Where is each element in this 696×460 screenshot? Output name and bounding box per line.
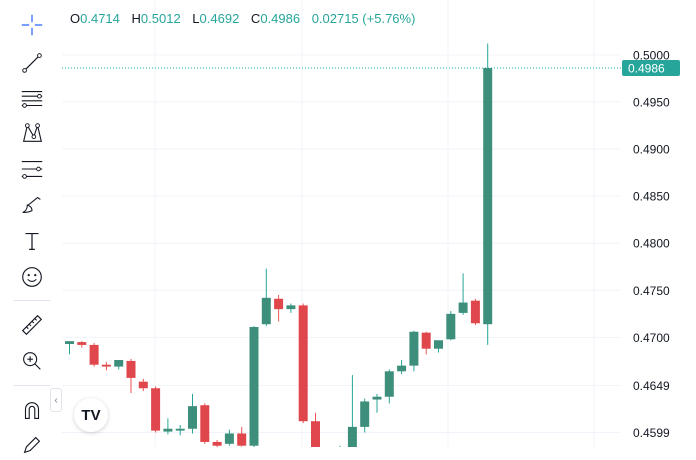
candle-body: [224, 433, 234, 444]
price-tick-label: 0.4950: [633, 95, 670, 109]
candle-body: [114, 360, 124, 367]
price-tick-label: 0.4800: [633, 237, 670, 251]
prediction-icon[interactable]: [12, 154, 52, 184]
price-tick-label: 0.4649: [633, 379, 670, 393]
pattern-icon[interactable]: [12, 118, 52, 148]
candle-body: [347, 426, 357, 447]
toolbar-divider: [14, 300, 50, 301]
candle-body: [384, 371, 394, 397]
candle-body: [200, 405, 210, 442]
open-value: 0.4714: [80, 11, 120, 26]
price-tick-label: 0.4700: [633, 331, 670, 345]
magnet-icon[interactable]: [12, 396, 52, 426]
candle-body: [65, 341, 74, 344]
candle-body: [151, 388, 161, 431]
candle-body: [372, 396, 382, 400]
price-tick-label: 0.5000: [633, 48, 670, 62]
ohlc-legend: O0.4714 H0.5012 L0.4692 C0.4986 0.02715 …: [70, 11, 415, 26]
close-value: 0.4986: [260, 11, 301, 26]
candle-body: [274, 298, 284, 310]
low-label: L: [192, 11, 200, 26]
price-tick-label: 0.4850: [633, 190, 670, 204]
candle-body: [77, 342, 87, 345]
price-tick-label: 0.4750: [633, 284, 670, 298]
candlestick-chart[interactable]: 0.5000 0.4950 0.4900 0.4850 0.4800 0.4750 0.47…: [62, 0, 696, 447]
text-icon[interactable]: [12, 226, 52, 256]
chevron-left-icon: ‹: [54, 394, 58, 406]
candle-body: [311, 421, 320, 447]
candle-body: [163, 428, 173, 432]
candle-body: [89, 344, 99, 365]
candle-body: [175, 428, 185, 431]
price-tick-label: 0.4900: [633, 143, 670, 157]
close-label: C: [250, 11, 261, 26]
candle-body: [286, 305, 296, 310]
candle-body: [483, 68, 493, 325]
drawing-toolbar: ‹: [0, 0, 62, 454]
candle-body: [421, 332, 431, 349]
candle-body: [458, 302, 468, 313]
candle-body: [249, 327, 259, 446]
candle-body: [434, 340, 443, 349]
collapse-toolbar-button[interactable]: ‹: [50, 388, 62, 412]
brush-icon[interactable]: [12, 190, 52, 220]
crosshair-icon[interactable]: [12, 10, 52, 40]
candle-body: [409, 331, 419, 366]
zoom-in-icon[interactable]: [12, 346, 52, 376]
current-price-label: 0.4986: [628, 62, 665, 76]
high-value: 0.5012: [140, 11, 181, 26]
ruler-icon[interactable]: [12, 310, 52, 340]
candle-body: [397, 365, 407, 372]
candle-body: [360, 401, 370, 427]
change-value: 0.02715 (+5.76%): [311, 11, 416, 26]
candle-body: [101, 364, 111, 367]
candle-body: [188, 406, 197, 429]
chart-grid: [62, 0, 620, 447]
emoji-icon[interactable]: [12, 262, 52, 292]
price-axis: 0.5000 0.4950 0.4900 0.4850 0.4800 0.4750 0.47…: [62, 48, 680, 440]
candle-body: [446, 313, 456, 340]
toolbar-divider: [14, 385, 50, 386]
candle-body: [298, 305, 308, 422]
candle-body: [261, 297, 271, 325]
low-value: 0.4692: [199, 11, 240, 26]
candle-body: [212, 441, 222, 446]
candle-body: [126, 360, 136, 378]
trend-line-icon[interactable]: [12, 48, 52, 78]
open-label: O: [70, 11, 81, 26]
candle-body: [237, 433, 247, 446]
tradingview-logo[interactable]: TV: [74, 398, 108, 432]
pencil-icon[interactable]: [12, 430, 52, 460]
candles: [65, 43, 493, 447]
current-price-badge: [622, 60, 680, 77]
fib-retracement-icon[interactable]: [12, 84, 52, 114]
high-label: H: [131, 11, 141, 26]
price-tick-label: 0.4599: [633, 426, 670, 440]
candle-body: [138, 381, 148, 389]
candle-body: [470, 300, 480, 324]
